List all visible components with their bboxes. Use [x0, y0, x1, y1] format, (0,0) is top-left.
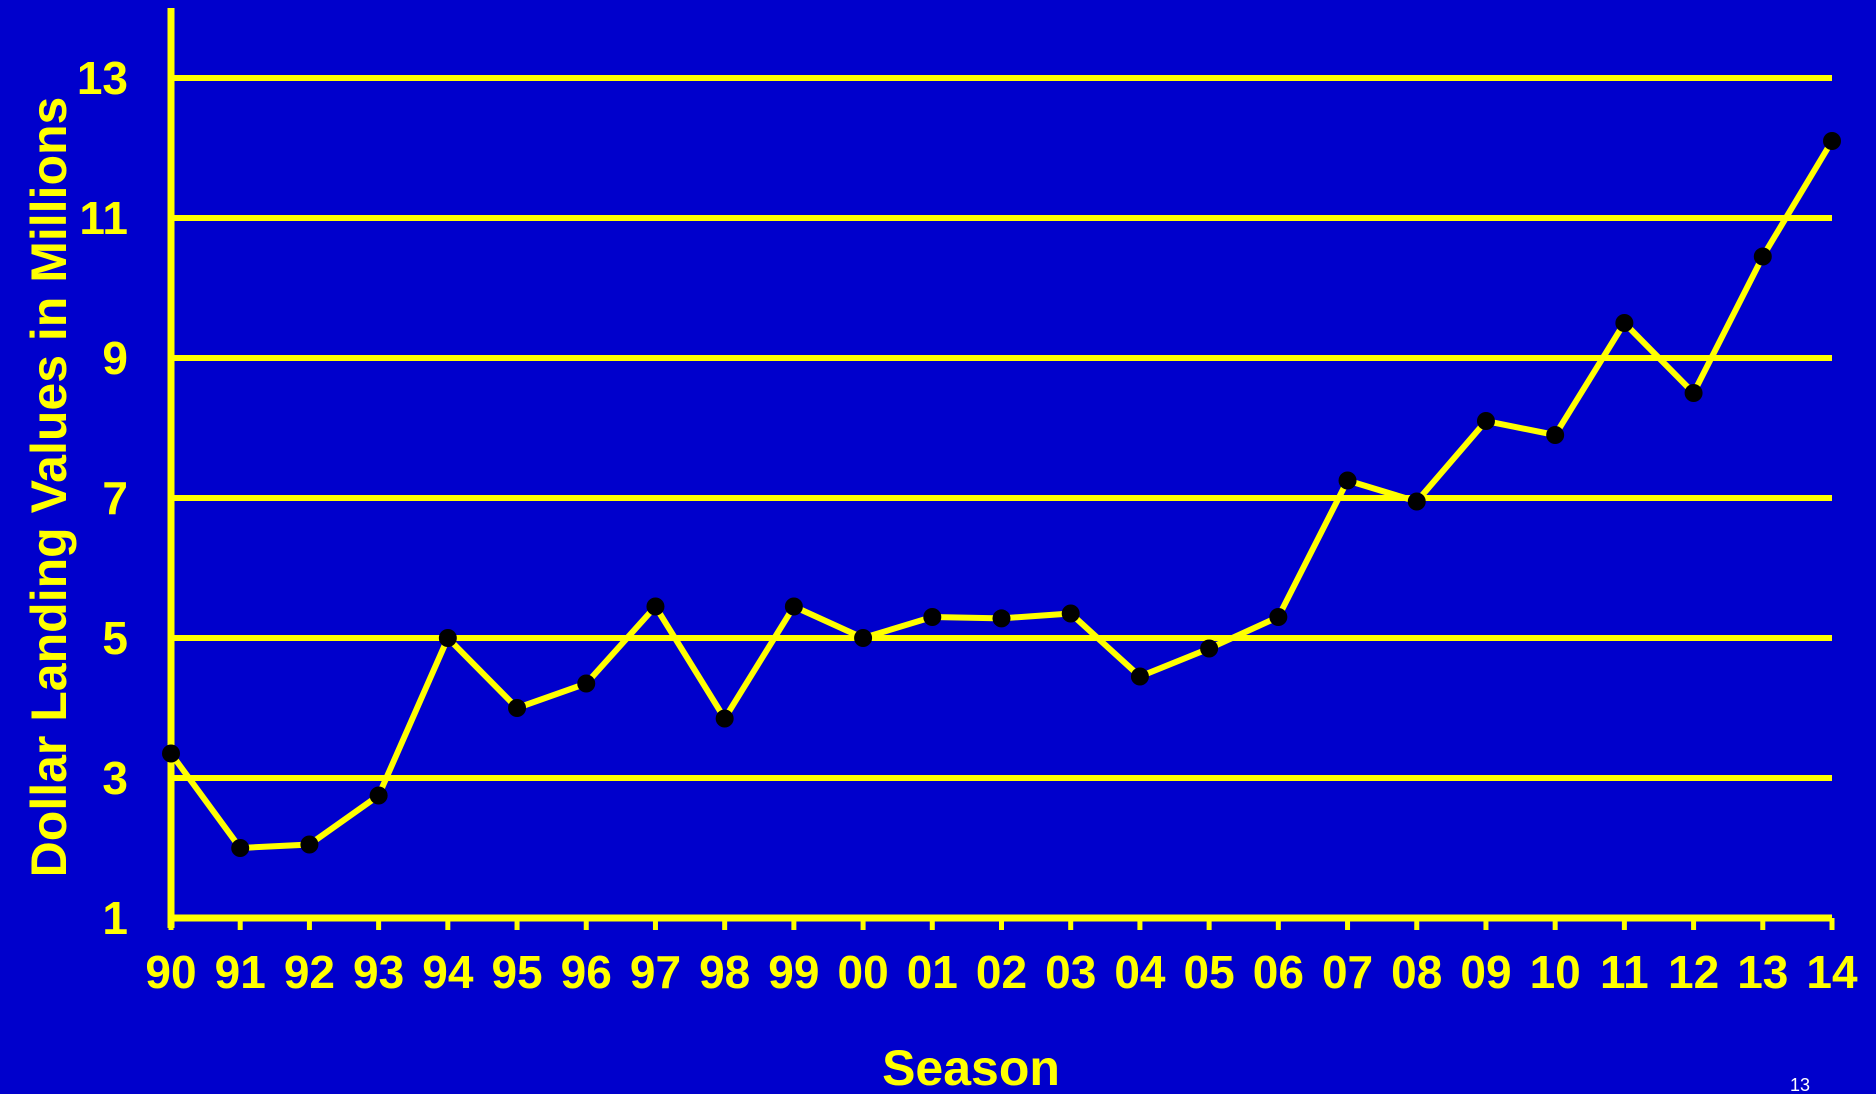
- data-point: [231, 839, 250, 857]
- data-point: [854, 629, 873, 647]
- data-point: [369, 786, 388, 805]
- data-point: [438, 629, 457, 647]
- x-tick-label: 02: [976, 946, 1027, 998]
- x-tick-label: 99: [768, 946, 819, 998]
- x-tick-label: 98: [699, 946, 750, 998]
- data-point: [1407, 492, 1426, 511]
- data-point: [162, 744, 180, 763]
- axes: [167, 8, 1832, 928]
- x-tick-label: 09: [1460, 946, 1511, 998]
- data-point: [646, 597, 665, 616]
- x-tick-label: 03: [1045, 946, 1096, 998]
- y-tick-label: 5: [102, 612, 128, 664]
- data-point: [1546, 426, 1565, 444]
- data-point: [1200, 639, 1219, 658]
- x-tick-label: 90: [145, 946, 196, 998]
- data-point: [923, 608, 942, 626]
- series-group: [162, 132, 1841, 857]
- x-tick-label: 93: [353, 946, 404, 998]
- data-point: [300, 835, 319, 854]
- data-point: [784, 597, 803, 616]
- x-tick-label: 94: [422, 946, 474, 998]
- x-tick-label: 04: [1114, 946, 1166, 998]
- series-line: [168, 139, 1835, 852]
- x-tick-label: 13: [1737, 946, 1788, 998]
- y-tick-label: 13: [77, 52, 128, 104]
- x-tick-label: 10: [1530, 946, 1581, 998]
- gridlines: [171, 75, 1832, 781]
- x-tick-label: 00: [837, 946, 888, 998]
- data-point: [577, 674, 596, 693]
- x-tick-label: 12: [1668, 946, 1719, 998]
- page-number: 13: [1790, 1075, 1810, 1094]
- x-tick-label: 14: [1806, 946, 1858, 998]
- data-point: [1269, 608, 1288, 626]
- y-tick-label: 9: [102, 332, 128, 384]
- x-tick-label: 97: [630, 946, 681, 998]
- data-point: [508, 699, 527, 717]
- x-tick-label: 08: [1391, 946, 1442, 998]
- x-tick-label: 91: [215, 946, 266, 998]
- x-axis-title: Season: [882, 1040, 1060, 1094]
- data-point: [1684, 384, 1703, 402]
- data-point: [1130, 667, 1149, 686]
- x-tick-label: 06: [1253, 946, 1304, 998]
- data-point: [1753, 247, 1772, 266]
- y-tick-label: 3: [102, 752, 128, 804]
- x-tick-label: 11: [1600, 946, 1649, 998]
- x-tick-label: 05: [1184, 946, 1235, 998]
- data-point: [1615, 314, 1634, 332]
- x-tick-label: 95: [491, 946, 542, 998]
- y-axis-title: Dollar Landing Values in Millions: [21, 97, 77, 878]
- data-point: [1061, 604, 1080, 623]
- data-point: [715, 709, 734, 728]
- y-tick-label: 7: [102, 472, 128, 524]
- y-tick-label: 1: [102, 892, 128, 944]
- x-tick-label: 07: [1322, 946, 1373, 998]
- data-point: [1823, 132, 1841, 150]
- x-tick-label: 96: [561, 946, 612, 998]
- data-point: [1338, 471, 1357, 490]
- x-tick-label: 01: [907, 946, 958, 998]
- data-point: [992, 609, 1011, 628]
- y-tick-label: 11: [79, 192, 128, 244]
- x-tick-label: 92: [284, 946, 335, 998]
- data-point: [1476, 412, 1495, 430]
- x-tick-labels: 90 91 92 93 94 95 96 97 98 99 00 01 02 03 04 05 06 07 08 09…: [145, 918, 1858, 998]
